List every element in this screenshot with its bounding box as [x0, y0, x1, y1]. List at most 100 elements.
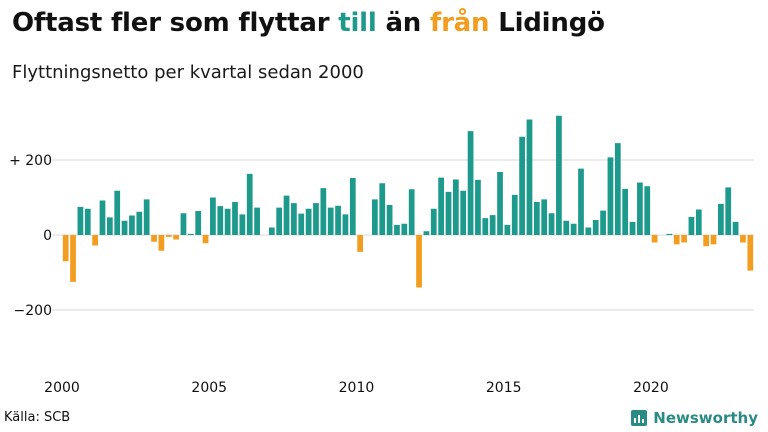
y-tick-label: 0: [43, 228, 52, 244]
bar: [394, 224, 400, 235]
title-part-3: än: [376, 8, 430, 38]
bar: [423, 231, 430, 235]
source-note: Källa: SCB: [4, 410, 71, 425]
bar: [136, 211, 143, 235]
bar: [386, 205, 393, 235]
brand-logo[interactable]: Newsworthy: [631, 409, 758, 427]
x-tick-label: 2020: [633, 380, 669, 396]
bar: [217, 206, 224, 235]
axis-labels: + 200 0 −200 2000 2005 2010 2015 2020: [9, 153, 669, 396]
bar: [504, 224, 511, 235]
bar: [246, 173, 253, 235]
bar: [511, 194, 518, 235]
bar: [327, 207, 334, 235]
bar: [460, 190, 467, 235]
bar: [401, 223, 408, 235]
bar: [416, 235, 422, 288]
bar: [298, 213, 305, 235]
bar: [541, 199, 548, 235]
bar: [622, 188, 629, 235]
x-tick-label: 2015: [486, 380, 522, 396]
bar: [62, 235, 69, 262]
x-tick-label: 2005: [191, 380, 227, 396]
bar: [732, 221, 739, 235]
chart-subtitle: Flyttningsnetto per kvartal sedan 2000: [12, 62, 364, 83]
bar: [291, 203, 297, 235]
bar: [99, 200, 106, 235]
bar: [489, 215, 496, 235]
bar: [143, 199, 150, 235]
bar: [556, 115, 562, 235]
y-tick-label: + 200: [9, 153, 52, 169]
title-word-fran: från: [429, 8, 490, 38]
bar: [342, 214, 349, 235]
bar: [180, 213, 187, 235]
bar: [526, 119, 533, 235]
bar: [740, 235, 746, 243]
bar: [276, 207, 283, 235]
bar: [467, 131, 474, 235]
bar: [195, 211, 202, 235]
bar: [519, 136, 525, 235]
bar: [688, 217, 695, 235]
bar: [283, 195, 290, 235]
bar: [497, 172, 503, 235]
bar: [379, 183, 386, 235]
bar: [614, 143, 621, 235]
bar: [666, 233, 673, 235]
bar: [482, 218, 489, 235]
bar: [570, 223, 577, 235]
bar: [673, 235, 680, 245]
bar: [438, 177, 444, 235]
bar: [548, 213, 555, 235]
bar: [320, 188, 327, 235]
bar: [121, 220, 128, 235]
bar: [445, 191, 452, 235]
bar: [129, 215, 135, 235]
bar: [710, 235, 717, 245]
bar: [70, 235, 76, 282]
bar: [349, 178, 356, 235]
bar: [592, 220, 599, 235]
bar: [644, 186, 651, 235]
bar: [210, 197, 216, 235]
bars: [62, 115, 754, 288]
bar: [187, 233, 194, 235]
bar: [718, 203, 724, 235]
title-part-5: Lidingö: [489, 8, 605, 38]
bar-chart-logo-icon: [631, 410, 648, 426]
bar: [254, 207, 260, 235]
bar: [158, 235, 165, 251]
bar: [202, 235, 209, 244]
title-word-till: till: [338, 8, 377, 38]
bar: [629, 221, 636, 235]
y-tick-label: −200: [14, 303, 52, 319]
bar: [725, 187, 732, 235]
bar: [372, 199, 378, 235]
bar: [695, 209, 702, 235]
title-part-1: Oftast fler som flyttar: [12, 8, 339, 38]
bar: [77, 206, 84, 235]
bar: [151, 235, 157, 242]
bar: [585, 227, 592, 235]
bar: [313, 203, 319, 235]
bar: [408, 189, 415, 235]
bar: [357, 235, 364, 252]
bar: [84, 208, 91, 235]
bar: [224, 208, 231, 235]
x-tick-label: 2010: [339, 380, 375, 396]
bar: [607, 157, 614, 235]
bar: [173, 235, 179, 240]
bar: [106, 217, 113, 235]
bar: [747, 235, 754, 271]
bar: [563, 220, 570, 235]
bar: [165, 235, 172, 237]
bar: [268, 227, 275, 235]
bar: [114, 190, 121, 235]
bar: [533, 202, 540, 235]
bar: [335, 205, 341, 235]
bar: [92, 235, 98, 246]
bar: [578, 168, 584, 235]
bar: [651, 235, 658, 243]
bar: [305, 208, 312, 235]
